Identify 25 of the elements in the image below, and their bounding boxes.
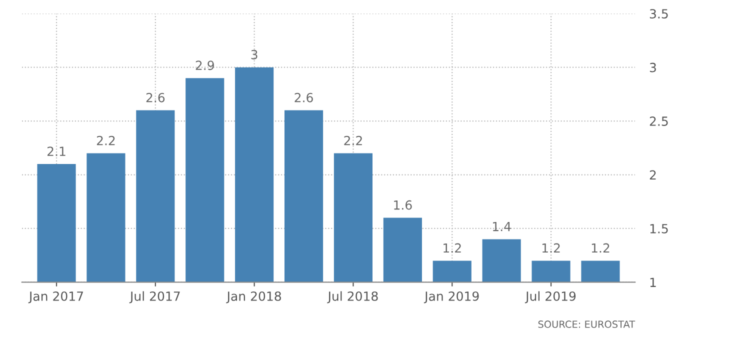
y-tick-label: 3.5	[650, 9, 668, 19]
x-tick-label: Jul 2017	[129, 291, 180, 304]
x-tick-label: Jan 2017	[28, 291, 83, 304]
x-tick-label: Jan 2018	[226, 291, 281, 304]
data-label: 2.2	[344, 136, 362, 146]
data-label: 2.6	[294, 92, 313, 102]
data-label: 1.2	[592, 243, 610, 253]
data-label: 1.2	[444, 243, 461, 253]
data-label: 2.9	[196, 60, 214, 70]
data-label: 1.2	[542, 243, 560, 253]
x-tick-label: Jul 2019	[524, 291, 576, 304]
y-tick-label: 3	[650, 62, 656, 72]
data-label: 3	[251, 50, 258, 60]
y-tick-label: 1.5	[650, 224, 668, 234]
data-label: 2.1	[47, 146, 66, 156]
data-label: 1.4	[493, 222, 511, 232]
y-tick-label: 2	[650, 170, 656, 180]
y-tick-label: 2.5	[650, 116, 668, 126]
data-label: 2.6	[146, 92, 165, 102]
x-tick-label: Jul 2018	[327, 291, 378, 304]
y-tick-label: 1	[650, 278, 656, 287]
x-tick-label: Jan 2019	[424, 291, 479, 304]
data-label: 1.6	[394, 200, 412, 210]
source-note: SOURCE: EUROSTAT	[538, 320, 636, 328]
data-label: 2.2	[96, 136, 115, 146]
